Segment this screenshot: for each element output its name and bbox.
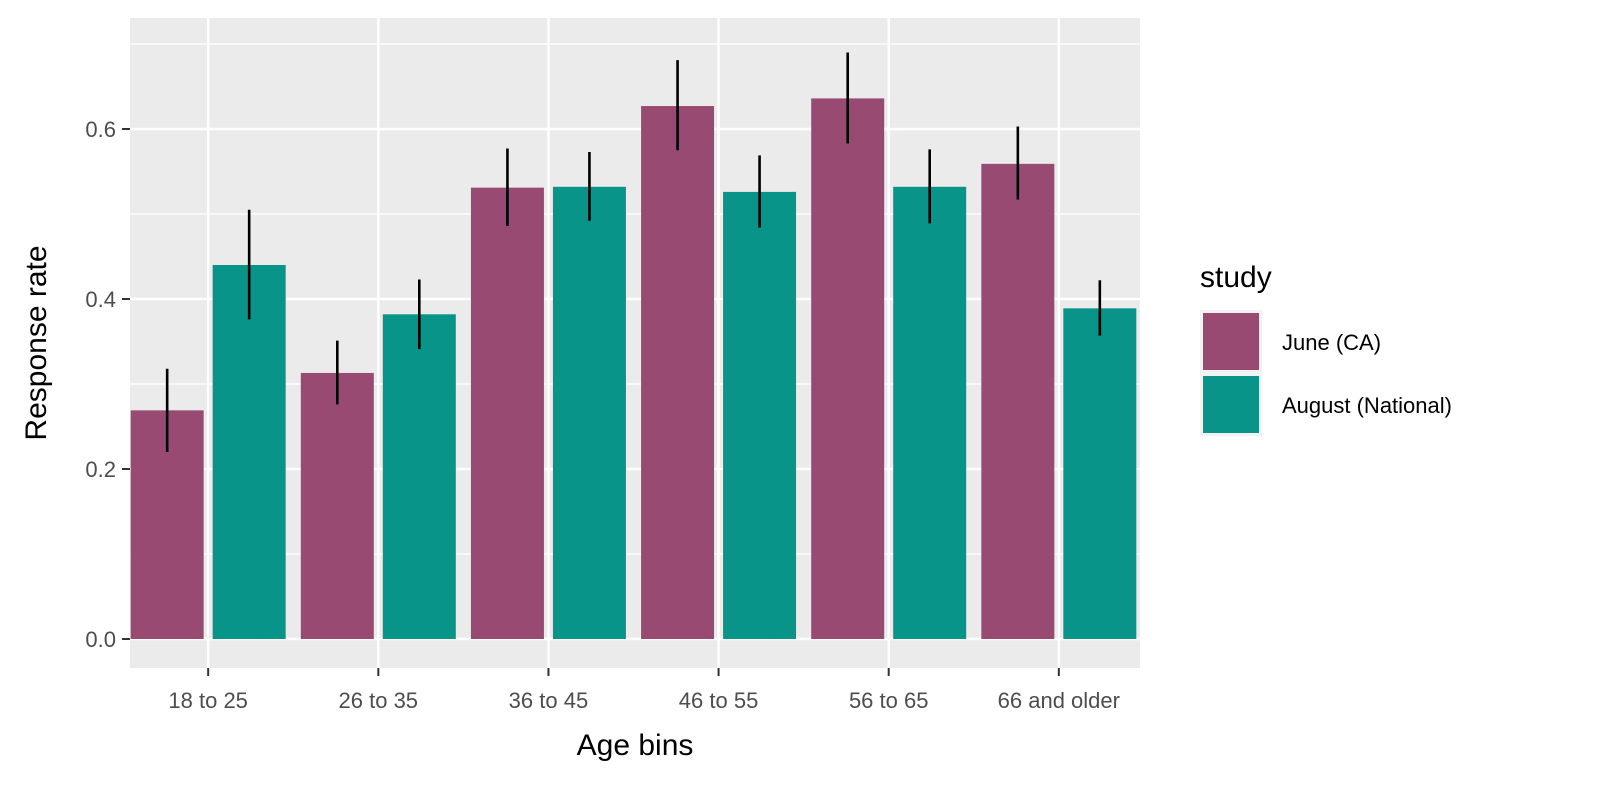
y-tick-label: 0.4 — [85, 287, 116, 312]
bar-august-national — [1063, 308, 1137, 639]
plot-panel — [130, 18, 1140, 668]
bar-august-national — [212, 265, 286, 639]
x-tick-label: 26 to 35 — [339, 688, 419, 713]
y-tick-label: 0.2 — [85, 457, 116, 482]
bar-june-ca — [981, 163, 1055, 639]
bar-august-national — [552, 186, 626, 640]
bar-august-national — [382, 314, 456, 639]
legend-label-june-ca: June (CA) — [1282, 330, 1381, 355]
x-tick-label: 18 to 25 — [168, 688, 248, 713]
bar-june-ca — [641, 106, 715, 640]
bar-june-ca — [300, 372, 374, 639]
bars — [130, 98, 1137, 640]
x-axis: 18 to 25 26 to 35 36 to 45 46 to 55 56 to 65… — [168, 668, 1120, 713]
x-tick-label: 36 to 45 — [509, 688, 589, 713]
bar-august-national — [723, 191, 797, 639]
y-axis: 0.0 0.2 0.4 0.6 — [85, 117, 130, 652]
x-tick-label: 66 and older — [998, 688, 1120, 713]
bar-june-ca — [811, 98, 885, 639]
x-tick-label: 46 to 55 — [679, 688, 759, 713]
y-tick-label: 0.0 — [85, 627, 116, 652]
x-axis-title: Age bins — [577, 729, 694, 762]
y-tick-label: 0.6 — [85, 117, 116, 142]
minor-gridlines — [130, 43, 1140, 555]
error-bars — [165, 52, 1102, 452]
legend-swatch-june-ca — [1203, 313, 1259, 370]
bar-june-ca — [470, 187, 544, 639]
legend-swatch-august-national — [1203, 376, 1259, 433]
legend-title: study — [1200, 261, 1272, 294]
major-gridlines — [130, 18, 1140, 668]
x-tick-label: 56 to 65 — [849, 688, 929, 713]
bar-august-national — [893, 186, 967, 640]
legend: study June (CA) August (National) — [1200, 261, 1452, 436]
y-axis-title: Response rate — [20, 245, 53, 440]
legend-label-august-national: August (National) — [1282, 393, 1452, 418]
